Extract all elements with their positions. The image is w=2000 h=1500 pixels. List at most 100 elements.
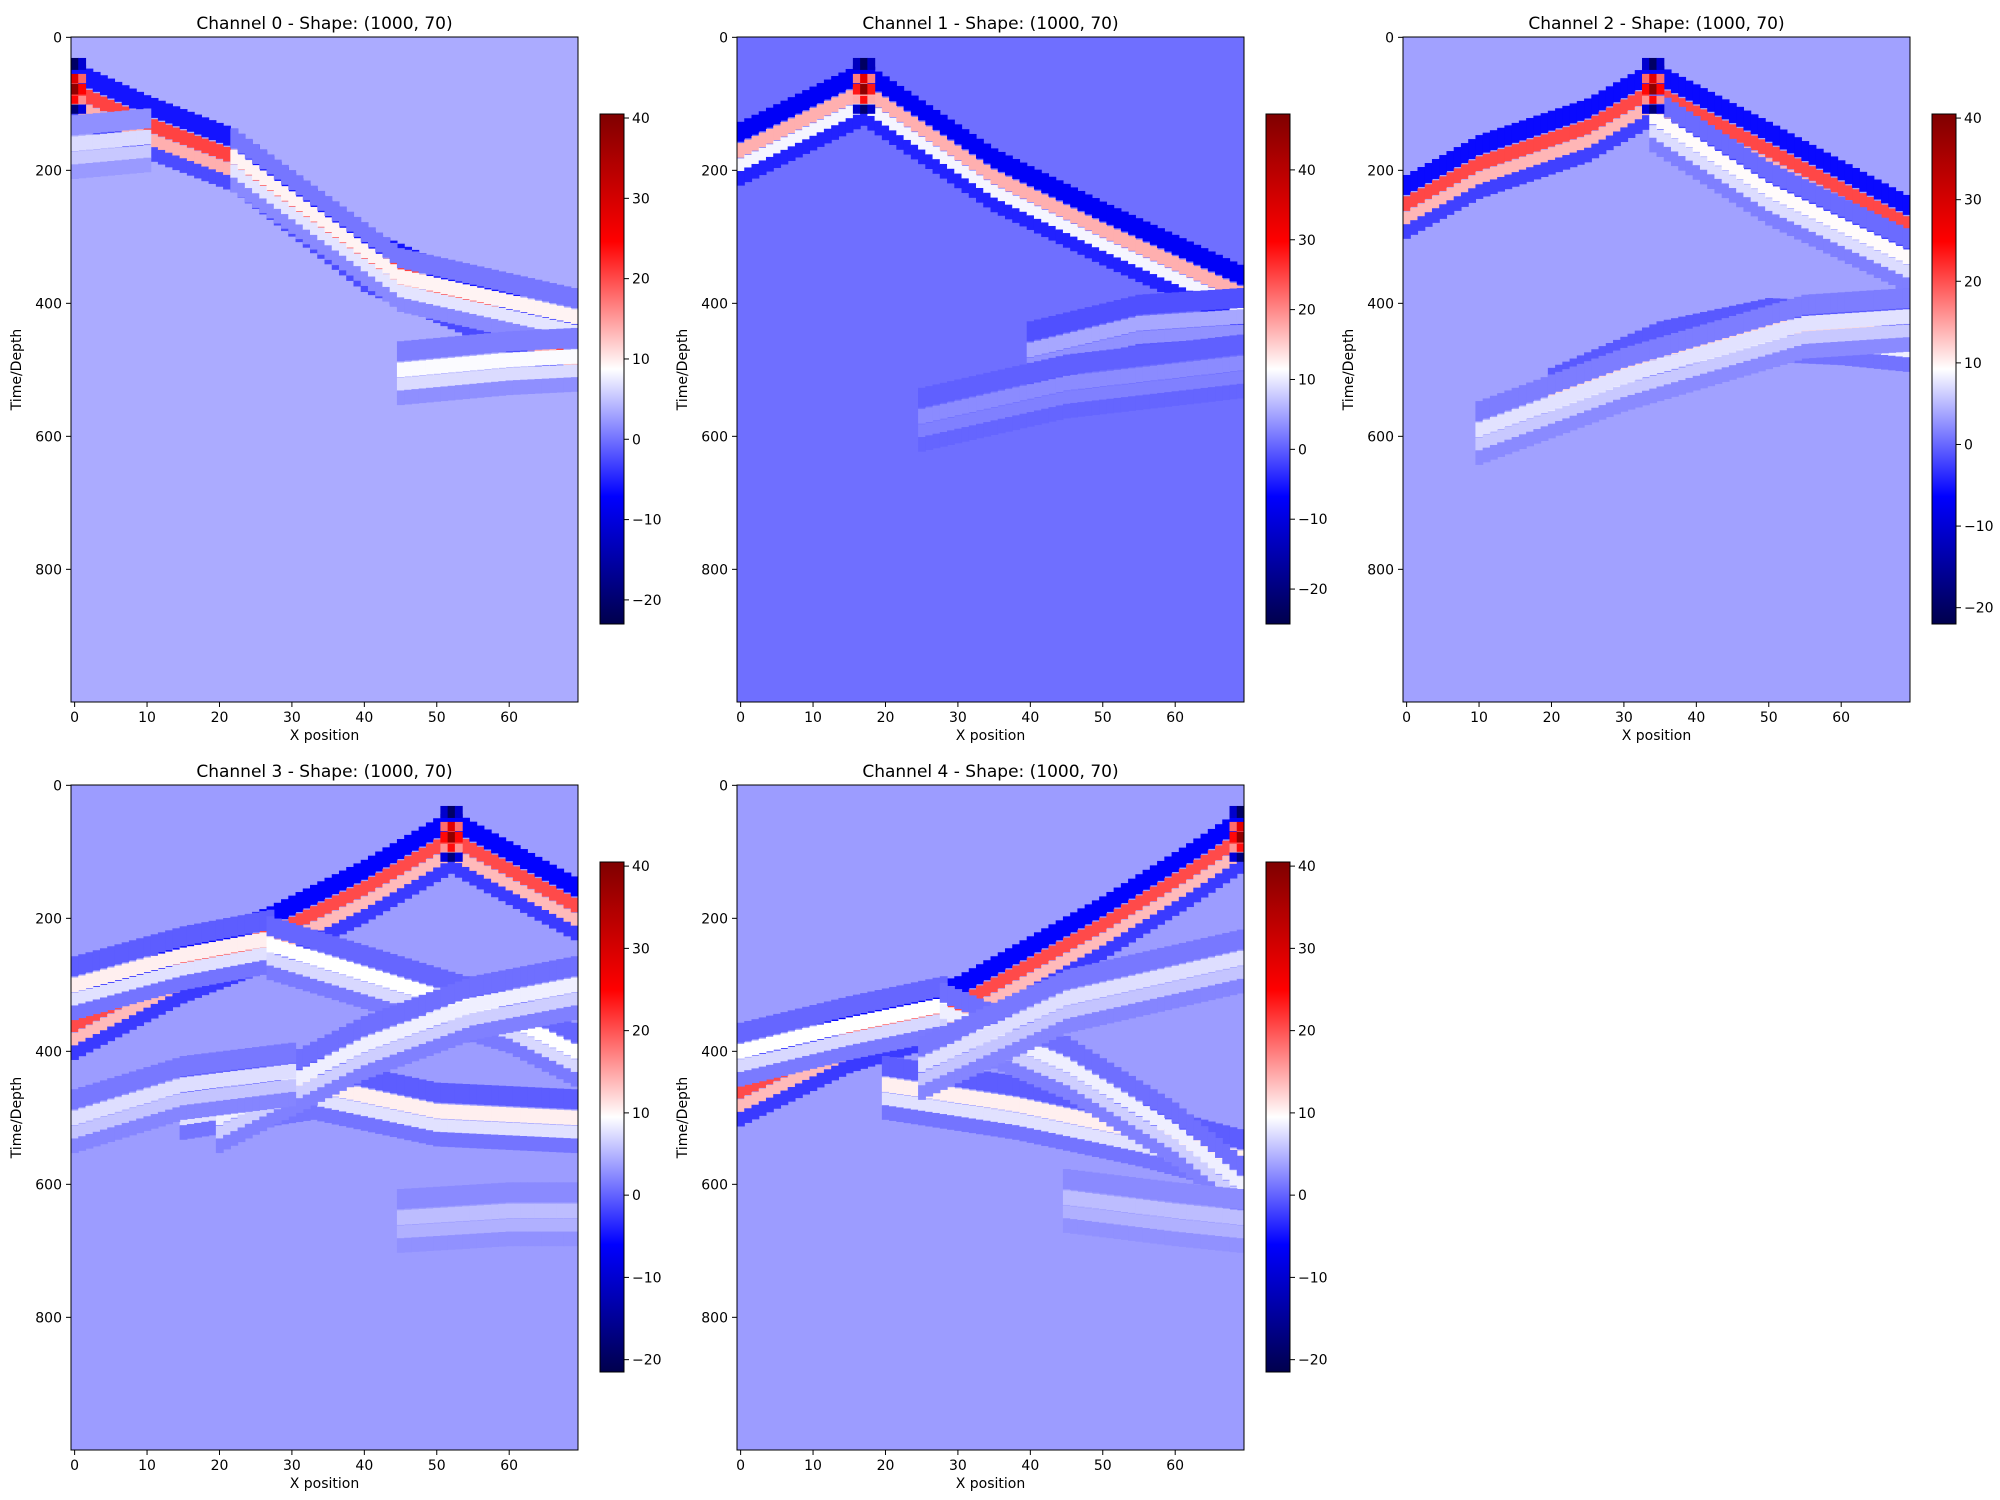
heat-cell — [324, 955, 333, 970]
heat-cell — [1823, 314, 1831, 330]
heat-cell — [1026, 202, 1035, 216]
heat-cell — [1077, 1207, 1086, 1221]
heat-cell — [1215, 1174, 1223, 1188]
heat-cell — [1649, 339, 1658, 360]
heat-cell — [787, 1059, 796, 1075]
heat-cell — [114, 993, 123, 1009]
heat-cell — [302, 976, 311, 992]
heat-cell — [1207, 289, 1216, 310]
heat-cell — [1497, 127, 1505, 148]
heat-cell — [860, 1054, 868, 1069]
heat-cell — [932, 146, 941, 160]
heat-cell — [1099, 896, 1107, 917]
heat-cell — [418, 1016, 427, 1031]
heat-cell — [1106, 1099, 1115, 1113]
axes-frame — [1402, 36, 1911, 703]
heat-cell — [1881, 217, 1889, 238]
heat-cell — [1120, 1225, 1129, 1240]
heat-cell — [505, 890, 514, 906]
heat-cell — [1837, 350, 1846, 366]
heat-cell — [1815, 170, 1824, 185]
heat-cell — [512, 1107, 521, 1123]
heat-cell — [462, 978, 470, 999]
heat-cell — [1678, 352, 1687, 367]
heat-cell — [1837, 341, 1846, 357]
heat-cell — [983, 372, 992, 393]
heat-cell — [889, 1057, 897, 1078]
heat-cell — [1062, 1190, 1071, 1205]
heat-cell — [92, 113, 101, 134]
heat-cell — [1902, 194, 1910, 215]
x-tick-label: 60 — [1832, 710, 1850, 726]
heat-cell — [1757, 193, 1766, 207]
heat-cell — [997, 988, 1006, 1003]
heat-cell — [476, 1184, 485, 1205]
heat-cell — [505, 1203, 514, 1219]
heat-cell — [1866, 353, 1875, 369]
colorbar-tick-label: 40 — [632, 859, 650, 875]
heat-cell — [186, 1104, 195, 1119]
heat-cell — [1215, 971, 1223, 985]
heat-cell — [324, 934, 333, 955]
heat-cell — [1149, 1110, 1158, 1126]
heat-cell — [310, 1105, 318, 1120]
heat-cell — [765, 144, 774, 158]
heat-cell — [1091, 305, 1100, 326]
heat-cell — [1041, 222, 1050, 238]
heat-cell — [1866, 210, 1875, 231]
heat-cell — [1229, 821, 1238, 832]
heat-cell — [186, 1055, 195, 1076]
heat-cell — [324, 1083, 333, 1099]
heat-cell — [107, 995, 116, 1011]
heat-cell — [476, 1084, 485, 1105]
heat-cell — [396, 362, 405, 378]
heat-cell — [1033, 169, 1042, 190]
heat-cell — [179, 988, 188, 1004]
heat-cell — [939, 1075, 948, 1090]
heat-cell — [1070, 390, 1079, 404]
heat-cell — [1178, 390, 1187, 406]
heat-cell — [454, 372, 463, 386]
heat-cell — [968, 397, 977, 413]
heat-cell — [541, 1011, 550, 1026]
heat-cell — [1236, 978, 1244, 994]
heat-cell — [1222, 840, 1231, 856]
heat-cell — [433, 277, 441, 293]
heat-cell — [556, 1015, 565, 1036]
heat-cell — [976, 1091, 984, 1107]
heat-cell — [809, 1005, 818, 1025]
heat-cell — [997, 369, 1006, 390]
heat-cell — [1866, 290, 1875, 311]
heat-cell — [223, 967, 231, 982]
heat-cell — [527, 1049, 536, 1065]
heat-cell — [1765, 121, 1773, 142]
heat-cell — [527, 964, 536, 985]
heat-cell — [1670, 369, 1679, 383]
heat-cell — [1830, 342, 1839, 357]
heat-cell — [165, 1109, 173, 1125]
heat-cell — [1149, 1155, 1158, 1171]
heat-cell — [1149, 315, 1158, 330]
heat-cell — [976, 395, 984, 411]
heat-cell — [418, 339, 427, 360]
heat-cell — [939, 1114, 948, 1129]
heat-cell — [1844, 185, 1853, 201]
heat-cell — [1236, 966, 1244, 980]
heat-cell — [1041, 1063, 1050, 1077]
heat-cell — [1113, 385, 1122, 399]
heat-cell — [563, 286, 572, 307]
heat-cell — [1620, 127, 1629, 143]
heat-cell — [186, 974, 195, 989]
heat-cell — [1642, 57, 1650, 70]
heat-cell — [556, 1109, 565, 1125]
heat-cell — [447, 281, 456, 296]
heat-cell — [990, 1002, 999, 1023]
heat-cell — [1062, 233, 1071, 248]
heat-cell — [447, 1235, 456, 1250]
heat-cell — [382, 1120, 391, 1136]
heat-cell — [476, 874, 485, 890]
heat-cell — [447, 336, 456, 357]
heat-cell — [331, 874, 340, 895]
heat-cell — [1656, 95, 1665, 104]
heat-cell — [244, 1097, 253, 1112]
